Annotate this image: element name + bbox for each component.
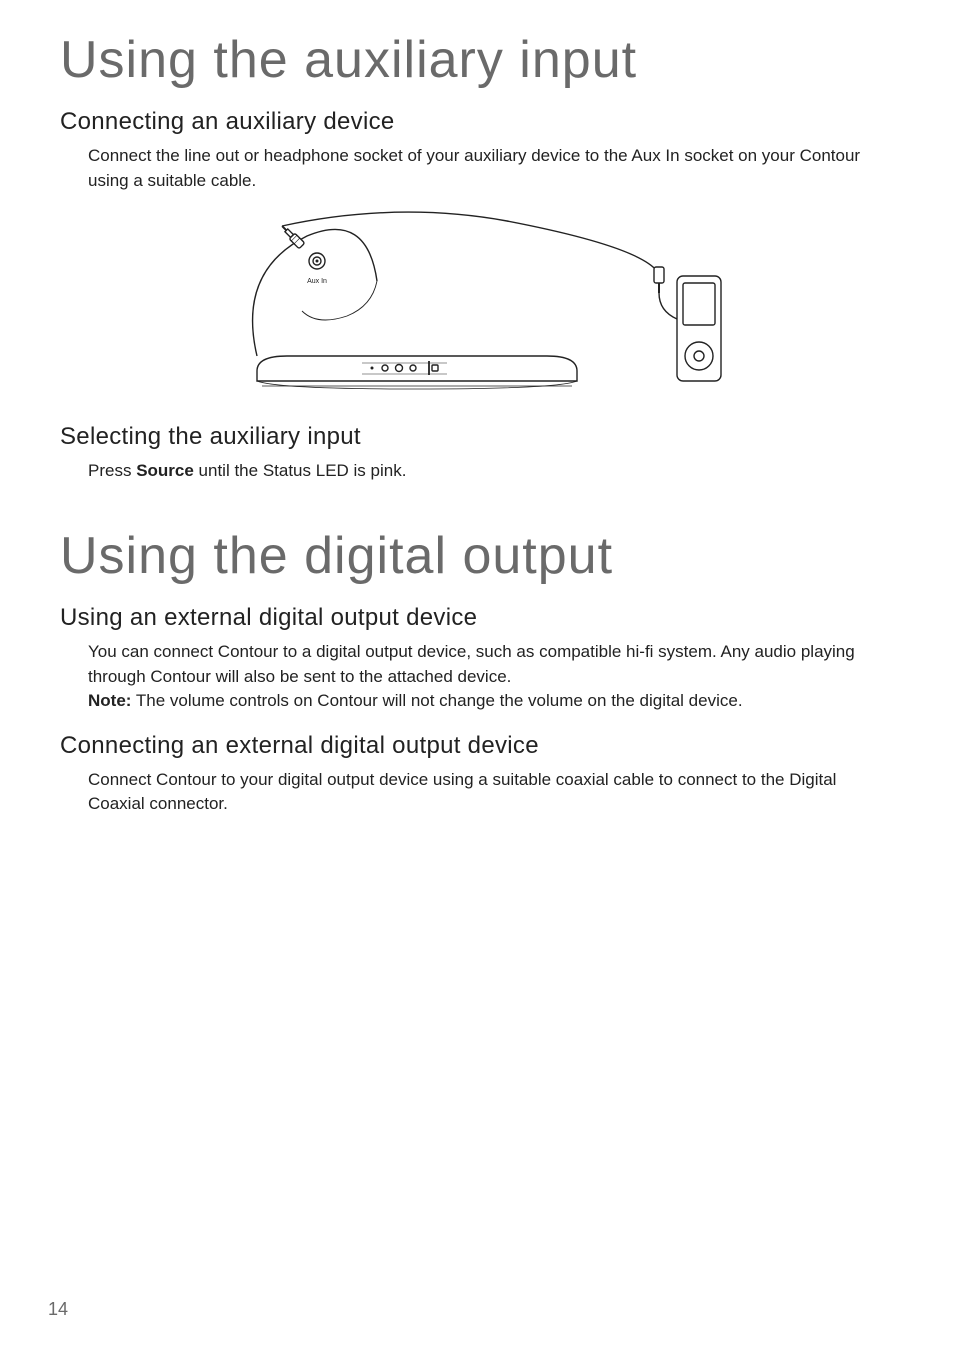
body-selecting-aux: Press Source until the Status LED is pin… xyxy=(88,459,894,484)
note-line: Note: The volume controls on Contour wil… xyxy=(88,689,894,714)
body-using-external: You can connect Contour to a digital out… xyxy=(88,640,894,714)
subheading-using-external: Using an external digital output device xyxy=(60,604,894,632)
body-connecting-external: Connect Contour to your digital output d… xyxy=(88,768,894,817)
note-label: Note: xyxy=(88,691,131,710)
paragraph-1: You can connect Contour to a digital out… xyxy=(88,640,894,689)
section-title-aux-input: Using the auxiliary input xyxy=(60,30,894,90)
page-number: 14 xyxy=(48,1299,68,1320)
subheading-connecting-aux: Connecting an auxiliary device xyxy=(60,108,894,136)
body-connecting-aux: Connect the line out or headphone socket… xyxy=(88,144,894,193)
text-pre: Press xyxy=(88,461,136,480)
svg-text:Aux In: Aux In xyxy=(307,278,327,285)
text-post: until the Status LED is pink. xyxy=(194,461,407,480)
subheading-selecting-aux: Selecting the auxiliary input xyxy=(60,423,894,451)
subheading-connecting-external: Connecting an external digital output de… xyxy=(60,732,894,760)
note-body: The volume controls on Contour will not … xyxy=(131,691,742,710)
aux-connection-diagram: Aux In xyxy=(217,211,737,401)
section-title-digital-output: Using the digital output xyxy=(60,526,894,586)
text-source-bold: Source xyxy=(136,461,194,480)
